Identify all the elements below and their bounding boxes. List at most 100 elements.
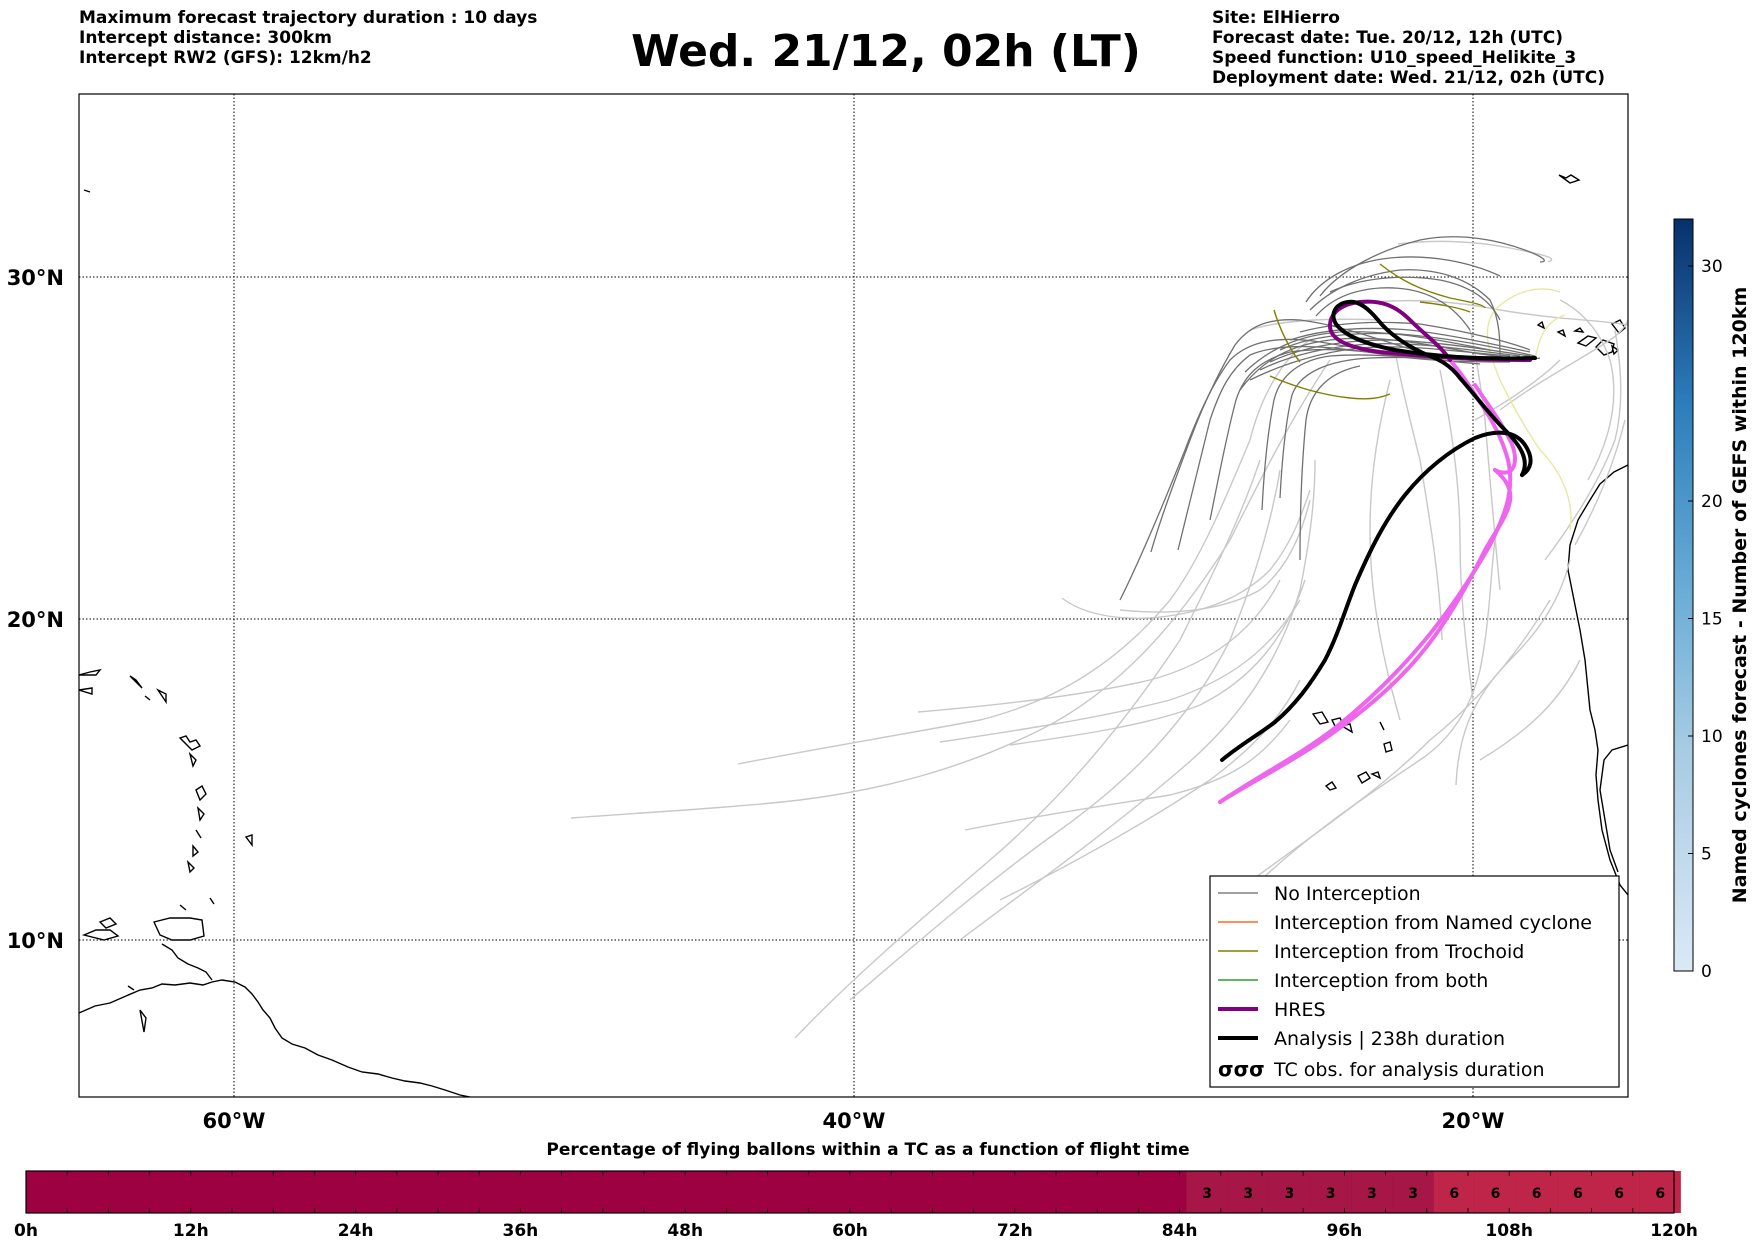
gefs-trajectories <box>570 240 1628 1039</box>
legend-label-analysis: Analysis | 238h duration <box>1274 1028 1505 1050</box>
legend: No Interception Interception from Named … <box>1209 875 1620 1088</box>
percentage-cell <box>1227 1171 1269 1213</box>
caribbean-island <box>155 688 167 705</box>
site-info: Site: ElHierro Forecast date: Tue. 20/12… <box>1212 8 1605 88</box>
gefs-trajectory <box>964 719 1291 831</box>
percentage-cell <box>1433 1171 1475 1213</box>
caribbean-coast <box>139 1009 147 1033</box>
forecast-parameters: Maximum forecast trajectory duration : 1… <box>79 8 537 68</box>
caribbean-coast <box>209 897 215 905</box>
percentage-bar-minor-ticks <box>25 1171 1675 1213</box>
analysis-loop <box>1331 299 1537 477</box>
gefs-trajectory <box>1479 659 1581 761</box>
gefs-trajectory <box>1439 369 1474 701</box>
percentage-cell-value: 3 <box>1243 1186 1253 1202</box>
percentage-cell <box>1557 1171 1599 1213</box>
percentage-cell <box>1516 1171 1558 1213</box>
gefs-trajectory <box>1119 499 1311 613</box>
percentage-cell-value: 6 <box>1573 1186 1583 1202</box>
no-interception-trajectory <box>1329 276 1501 321</box>
caribbean-island <box>186 859 195 874</box>
caribbean-coast <box>179 904 187 911</box>
percentage-cell-value: 6 <box>1614 1186 1624 1202</box>
gefs-trajectory <box>1009 579 1306 746</box>
colorbar-tick-label: 15 <box>1701 610 1723 630</box>
cape-verde-island <box>1357 771 1371 784</box>
legend-label-hres: HRES <box>1274 999 1326 1021</box>
gefs-trajectory <box>999 679 1301 901</box>
caribbean-island <box>144 695 151 701</box>
no-interception-trajectory <box>1299 365 1361 561</box>
gefs-trajectory <box>1359 299 1628 326</box>
colorbar-label: Named cyclones forecast - Number of GEFS… <box>1729 287 1751 904</box>
colorbar-gradient <box>1673 218 1694 972</box>
gefs-trajectory <box>849 469 1281 1001</box>
deployment-date-text: Deployment date: Wed. 21/12, 02h (UTC) <box>1212 68 1606 88</box>
legend-label-both: Interception from both <box>1274 970 1488 992</box>
percentage-cell-value: 6 <box>1532 1186 1542 1202</box>
axis-labels: 30°N 20°N 10°N 60°W 40°W 20°W <box>7 266 1505 1133</box>
cape-verde-island <box>1324 781 1338 791</box>
africa-coast <box>1567 464 1628 896</box>
caribbean-island <box>244 834 253 848</box>
cape-verde-island <box>1311 711 1330 725</box>
percentage-cell-value: 3 <box>1408 1186 1418 1202</box>
trochoid-trajectory <box>1269 375 1391 400</box>
colorbar-tick-label: 5 <box>1701 845 1712 865</box>
gefs-trajectory <box>917 579 1281 713</box>
lon-label-40w: 40°W <box>823 1109 886 1133</box>
caribbean-island <box>192 844 199 858</box>
gfs-interception-trajectories <box>1486 288 1572 531</box>
gefs-trajectory <box>1394 349 1443 641</box>
colorbar-tick-label: 0 <box>1701 962 1712 982</box>
percentage-cell <box>1186 1171 1228 1213</box>
gefs-trajectory <box>959 459 1316 941</box>
percentage-bar-tick-label: 96h <box>1327 1221 1363 1241</box>
legend-label-trochoid: Interception from Trochoid <box>1274 941 1524 963</box>
gefs-trajectory <box>939 599 1301 743</box>
no-interception-trajectory <box>1305 256 1501 303</box>
percentage-bar-cells: 3 3 3 3 3 3 6 6 6 6 6 6 <box>1186 1171 1681 1213</box>
no-interception-trajectory <box>1209 348 1421 521</box>
caribbean-island <box>98 917 118 929</box>
caribbean-island <box>178 735 202 751</box>
page-title: Wed. 21/12, 02h (LT) <box>631 26 1141 77</box>
caribbean-island <box>196 805 205 822</box>
canary-island <box>1536 320 1546 330</box>
analysis-trajectory <box>1220 299 1537 762</box>
gefs-trajectory <box>1499 319 1628 411</box>
percentage-cell-value: 3 <box>1285 1186 1295 1202</box>
forecast-date-text: Forecast date: Tue. 20/12, 12h (UTC) <box>1212 28 1563 48</box>
lon-label-20w: 20°W <box>1442 1109 1505 1133</box>
cape-verde-island <box>1370 771 1382 780</box>
gfs-interception-trajectory <box>1534 314 1566 361</box>
caribbean-coast <box>127 985 135 991</box>
percentage-cell <box>1474 1171 1517 1213</box>
map-frame <box>78 93 1629 1098</box>
percentage-bar-tick-label: 108h <box>1485 1221 1533 1241</box>
gefs-trajectory <box>1544 329 1622 561</box>
caribbean-island <box>81 929 120 941</box>
percentage-bar-tick-label: 60h <box>832 1221 868 1241</box>
canary-island <box>1556 329 1567 338</box>
percentage-cell <box>1310 1171 1352 1213</box>
canary-island <box>1572 327 1585 333</box>
legend-label-named-cyclone: Interception from Named cyclone <box>1274 912 1592 934</box>
caribbean-island <box>188 751 197 769</box>
gefs-trajectory <box>1397 240 1553 263</box>
gefs-trajectory <box>1061 489 1311 620</box>
gefs-trajectory <box>794 459 1261 1039</box>
percentage-bar-tick-label: 48h <box>667 1221 703 1241</box>
percentage-cell-value: 6 <box>1655 1186 1665 1202</box>
lat-label-20n: 20°N <box>7 608 64 632</box>
gfs-interception-trajectory <box>1486 288 1572 531</box>
percentage-cell <box>1598 1171 1640 1213</box>
coastlines <box>79 174 1628 1097</box>
percentage-cell-value: 3 <box>1202 1186 1212 1202</box>
canary-island <box>1610 319 1626 335</box>
graticule <box>79 94 1628 1097</box>
caribbean-island <box>129 675 143 689</box>
legend-label-no-interception: No Interception <box>1274 883 1421 905</box>
percentage-bar-tick-label: 84h <box>1162 1221 1198 1241</box>
africa-coast-inner <box>1599 744 1628 873</box>
